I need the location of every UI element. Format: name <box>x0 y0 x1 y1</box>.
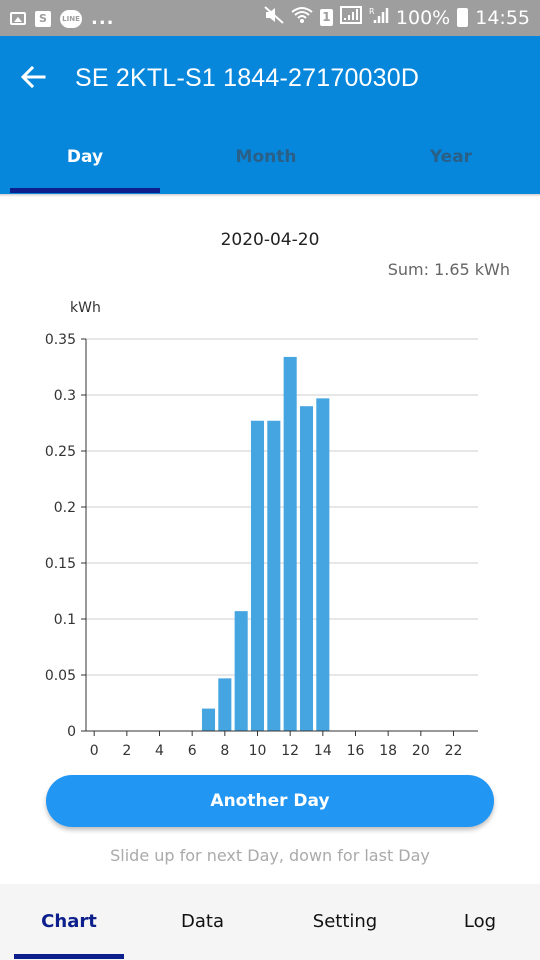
nav-setting[interactable]: Setting <box>312 911 378 932</box>
signal-icon <box>339 6 362 29</box>
x-tick-label: 20 <box>412 743 430 759</box>
another-day-button[interactable]: Another Day <box>46 775 494 827</box>
roaming-signal-icon: R <box>369 6 389 29</box>
bar <box>201 708 216 731</box>
bar <box>234 611 248 731</box>
bottom-nav: Chart Data Setting Log <box>0 884 540 960</box>
y-tick-label: 0.05 <box>45 668 76 684</box>
x-tick-label: 2 <box>122 743 131 759</box>
app-bar-shadow <box>0 194 540 197</box>
tab-day[interactable]: Day <box>66 147 104 167</box>
x-tick-label: 12 <box>281 743 299 759</box>
x-tick-label: 4 <box>155 743 164 759</box>
y-tick-label: 0.35 <box>45 332 76 348</box>
image-icon <box>10 12 26 25</box>
bar <box>299 406 314 731</box>
tab-year[interactable]: Year <box>429 147 473 167</box>
clock: 14:55 <box>475 6 530 29</box>
svg-text:R: R <box>369 7 375 16</box>
sim-icon: 1 <box>319 9 333 26</box>
y-tick-label: 0.1 <box>54 612 76 628</box>
period-tabs: Day Month Year <box>0 124 540 194</box>
sum-total: Sum: 1.65 kWh <box>387 260 510 279</box>
y-axis-label: kWh <box>70 300 101 316</box>
shop-bag-icon: S <box>35 10 51 27</box>
mute-icon <box>264 6 284 29</box>
bar <box>250 420 265 731</box>
x-tick-label: 0 <box>90 743 99 759</box>
tab-indicator <box>10 188 160 193</box>
status-bar: S LINE ... 1 R 100% 14:55 <box>0 0 540 36</box>
x-tick-label: 10 <box>249 743 267 759</box>
wifi-icon <box>291 6 313 29</box>
y-tick-label: 0.3 <box>54 388 76 404</box>
battery-percent: 100% <box>395 6 451 29</box>
bar <box>267 420 281 731</box>
app-bar: SE 2KTL-S1 1844-27170030D Day Month Year <box>0 36 540 194</box>
arrow-left-icon <box>20 65 46 89</box>
bar <box>283 356 297 731</box>
y-tick-label: 0 <box>67 724 76 740</box>
swipe-hint: Slide up for next Day, down for last Day <box>110 846 430 865</box>
nav-log[interactable]: Log <box>463 911 497 932</box>
x-tick-label: 14 <box>314 743 332 759</box>
x-tick-label: 18 <box>379 743 397 759</box>
x-tick-label: 6 <box>188 743 197 759</box>
tab-month[interactable]: Month <box>235 147 297 167</box>
y-tick-label: 0.15 <box>45 556 76 572</box>
battery-icon <box>457 8 469 27</box>
system-icons: 1 R 100% 14:55 <box>264 6 530 29</box>
page-title: SE 2KTL-S1 1844-27170030D <box>75 64 420 92</box>
x-tick-label: 8 <box>220 743 229 759</box>
back-button[interactable] <box>18 62 54 98</box>
x-tick-label: 22 <box>445 743 463 759</box>
y-tick-label: 0.25 <box>45 444 76 460</box>
nav-data[interactable]: Data <box>181 911 224 932</box>
line-app-icon: LINE <box>60 9 82 28</box>
energy-bar-chart: kWh 0 0.05 0.1 0.15 0.2 0.25 0.3 0.35 0 2 4 6 8 10 12 14… <box>45 300 478 759</box>
more-notifications: ... <box>91 8 115 29</box>
y-tick-label: 0.2 <box>54 500 76 516</box>
nav-indicator <box>14 954 124 959</box>
x-tick-label: 16 <box>347 743 365 759</box>
selected-date: 2020-04-20 <box>220 230 320 250</box>
nav-chart[interactable]: Chart <box>41 911 97 932</box>
notification-icons: S LINE ... <box>10 8 115 29</box>
bar <box>218 678 232 731</box>
bar <box>316 398 330 731</box>
